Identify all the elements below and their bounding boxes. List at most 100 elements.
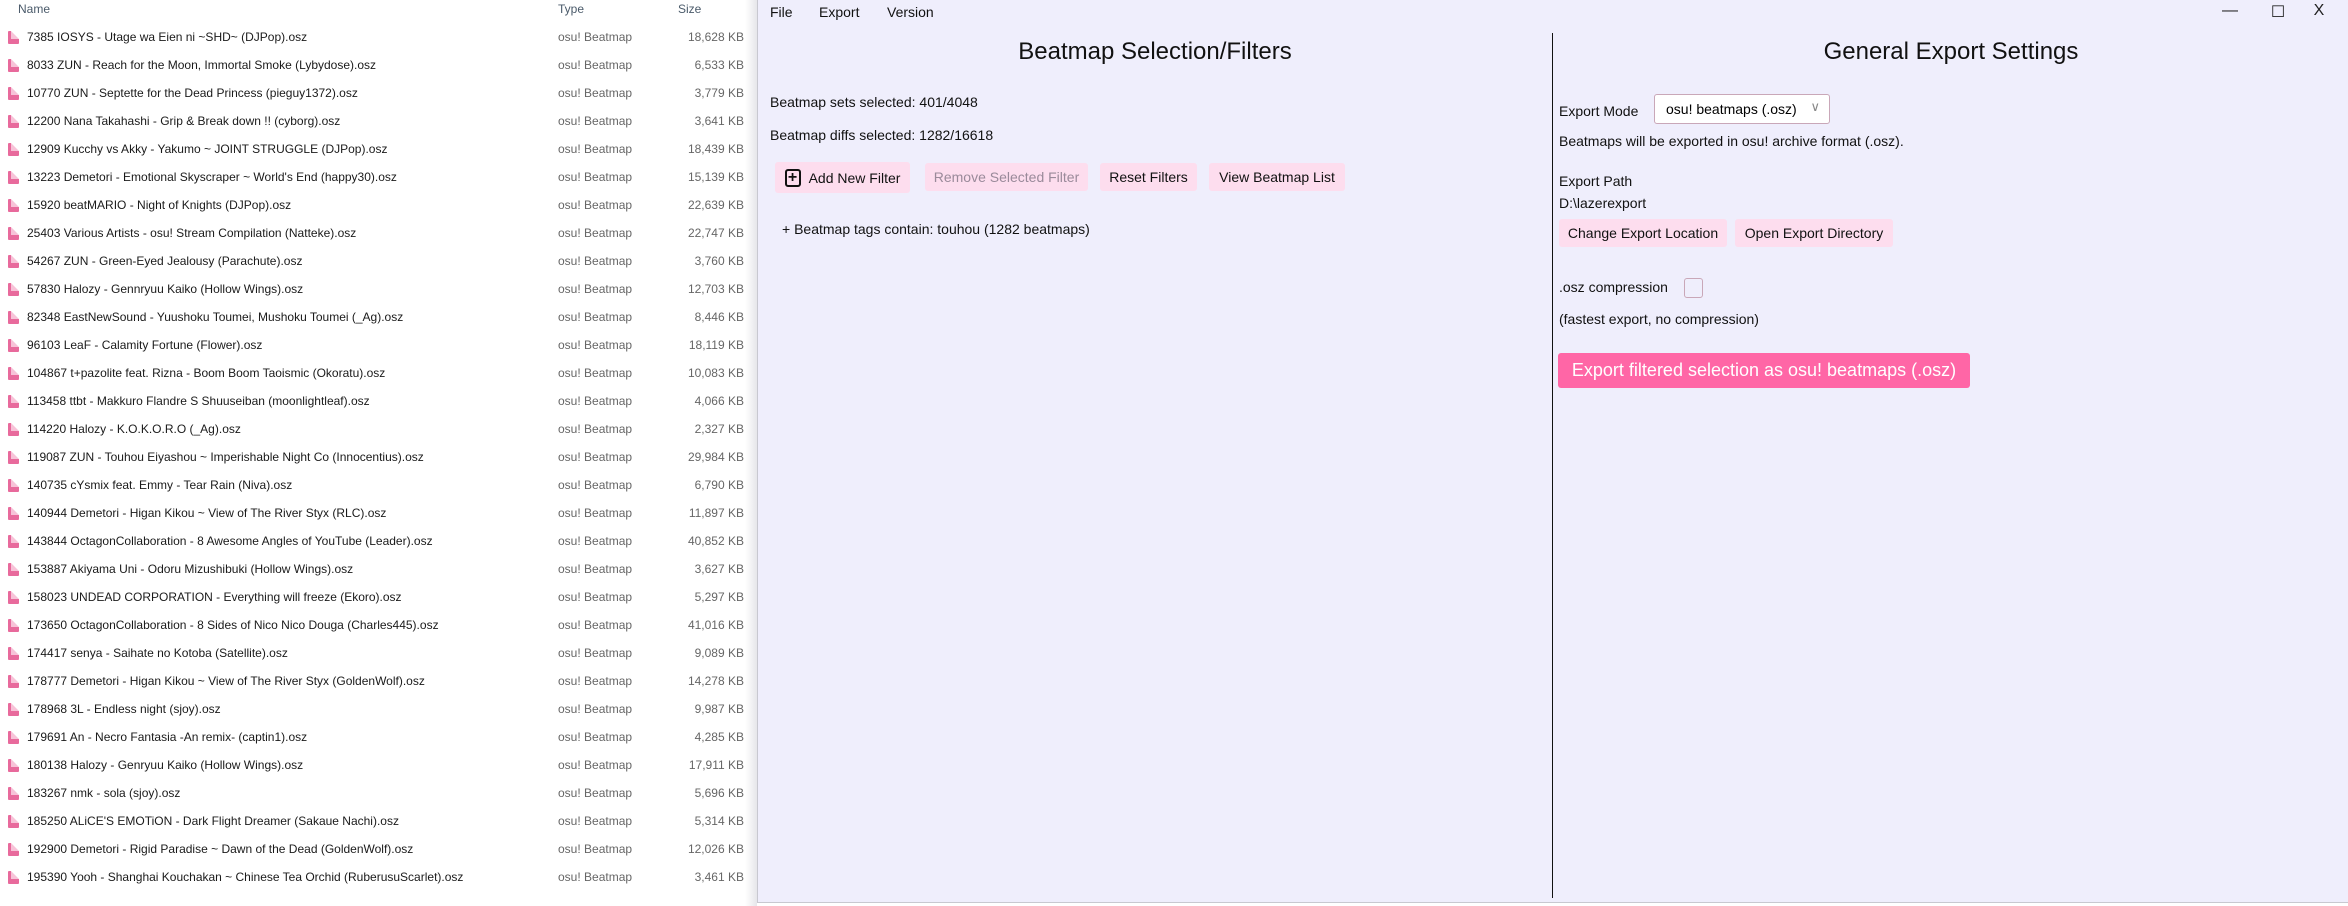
- osz-file-icon: [8, 703, 19, 716]
- file-type: osu! Beatmap: [558, 646, 633, 660]
- file-size: 29,984 KB: [687, 450, 744, 464]
- file-row[interactable]: 195390 Yooh - Shanghai Kouchakan ~ Chine…: [0, 864, 748, 892]
- file-name: 153887 Akiyama Uni - Odoru Mizushibuki (…: [27, 562, 354, 576]
- file-size: 41,016 KB: [687, 618, 744, 632]
- osz-file-icon: [8, 367, 19, 380]
- file-row[interactable]: 173650 OctagonCollaboration - 8 Sides of…: [0, 612, 748, 640]
- file-size: 9,987 KB: [694, 702, 744, 716]
- file-size: 3,627 KB: [694, 562, 744, 576]
- column-header-name[interactable]: Name: [18, 2, 51, 16]
- file-row[interactable]: 119087 ZUN - Touhou Eiyashou ~ Imperisha…: [0, 444, 748, 472]
- add-filter-label: Add New Filter: [808, 169, 901, 186]
- osz-file-icon: [8, 479, 19, 492]
- file-row[interactable]: 179691 An - Necro Fantasia -An remix- (c…: [0, 724, 748, 752]
- file-row[interactable]: 12909 Kucchy vs Akky - Yakumo ~ JOINT ST…: [0, 136, 748, 164]
- file-row[interactable]: 54267 ZUN - Green-Eyed Jealousy (Parachu…: [0, 248, 748, 276]
- osz-file-icon: [8, 731, 19, 744]
- file-type: osu! Beatmap: [558, 226, 633, 240]
- chevron-down-icon: ∨: [1810, 99, 1820, 114]
- file-row[interactable]: 143844 OctagonCollaboration - 8 Awesome …: [0, 528, 748, 556]
- file-type: osu! Beatmap: [558, 562, 633, 576]
- file-size: 9,089 KB: [694, 646, 744, 660]
- file-row[interactable]: 192900 Demetori - Rigid Paradise ~ Dawn …: [0, 836, 748, 864]
- maximize-icon[interactable]: ☐: [2270, 4, 2286, 21]
- file-type: osu! Beatmap: [558, 170, 633, 184]
- explorer-edge: [745, 0, 757, 906]
- file-row[interactable]: 140944 Demetori - Higan Kikou ~ View of …: [0, 500, 748, 528]
- file-row[interactable]: 114220 Halozy - K.O.K.O.R.O (_Ag).osz os…: [0, 416, 748, 444]
- file-type: osu! Beatmap: [558, 506, 633, 520]
- file-row[interactable]: 12200 Nana Takahashi - Grip & Break down…: [0, 108, 748, 136]
- column-header-size[interactable]: Size: [678, 2, 702, 16]
- file-row[interactable]: 174417 senya - Saihate no Kotoba (Satell…: [0, 640, 748, 668]
- osz-file-icon: [8, 507, 19, 520]
- file-type: osu! Beatmap: [558, 58, 633, 72]
- file-row[interactable]: 153887 Akiyama Uni - Odoru Mizushibuki (…: [0, 556, 748, 584]
- file-row[interactable]: 178777 Demetori - Higan Kikou ~ View of …: [0, 668, 748, 696]
- panel-divider: [1552, 33, 1553, 898]
- file-row[interactable]: 7385 IOSYS - Utage wa Eien ni ~SHD~ (DJP…: [0, 24, 748, 52]
- menu-export[interactable]: Export: [819, 4, 860, 20]
- compression-checkbox[interactable]: [1684, 278, 1703, 298]
- minimize-icon[interactable]: —: [2222, 2, 2238, 19]
- file-type: osu! Beatmap: [558, 310, 633, 324]
- close-icon[interactable]: X: [2313, 2, 2325, 19]
- file-row[interactable]: 82348 EastNewSound - Yuushoku Toumei, Mu…: [0, 304, 748, 332]
- filter-item[interactable]: + Beatmap tags contain: touhou (1282 bea…: [782, 221, 1090, 237]
- osz-file-icon: [8, 31, 19, 44]
- file-row[interactable]: 158023 UNDEAD CORPORATION - Everything w…: [0, 584, 748, 612]
- file-type: osu! Beatmap: [558, 394, 633, 408]
- menu-version[interactable]: Version: [887, 4, 934, 20]
- export-settings-title: General Export Settings: [1823, 38, 2079, 65]
- file-row[interactable]: 183267 nmk - sola (sjoy).osz osu! Beatma…: [0, 780, 748, 808]
- file-row[interactable]: 104867 t+pazolite feat. Rizna - Boom Boo…: [0, 360, 748, 388]
- file-row[interactable]: 8033 ZUN - Reach for the Moon, Immortal …: [0, 52, 748, 80]
- add-filter-button[interactable]: + Add New Filter: [775, 162, 910, 193]
- diffs-selected: Beatmap diffs selected: 1282/16618: [770, 127, 994, 143]
- selection-title: Beatmap Selection/Filters: [1018, 38, 1292, 65]
- open-export-directory-button[interactable]: Open Export Directory: [1735, 219, 1893, 247]
- file-size: 18,628 KB: [687, 30, 744, 44]
- file-row[interactable]: 57830 Halozy - Gennryuu Kaiko (Hollow Wi…: [0, 276, 748, 304]
- file-type: osu! Beatmap: [558, 814, 633, 828]
- file-name: 178777 Demetori - Higan Kikou ~ View of …: [27, 674, 425, 688]
- export-button[interactable]: Export filtered selection as osu! beatma…: [1558, 353, 1970, 388]
- file-row[interactable]: 180138 Halozy - Genryuu Kaiko (Hollow Wi…: [0, 752, 748, 780]
- file-size: 15,139 KB: [687, 170, 744, 184]
- osz-file-icon: [8, 87, 19, 100]
- file-row[interactable]: 15920 beatMARIO - Night of Knights (DJPo…: [0, 192, 748, 220]
- file-size: 3,760 KB: [694, 254, 744, 268]
- osz-file-icon: [8, 591, 19, 604]
- file-row[interactable]: 25403 Various Artists - osu! Stream Comp…: [0, 220, 748, 248]
- osz-file-icon: [8, 535, 19, 548]
- file-size: 18,119 KB: [688, 338, 744, 352]
- file-row[interactable]: 185250 ALiCE'S EMOTiON - Dark Flight Dre…: [0, 808, 748, 836]
- osz-file-icon: [8, 871, 19, 884]
- compression-description: (fastest export, no compression): [1559, 311, 1759, 327]
- file-name: 143844 OctagonCollaboration - 8 Awesome …: [27, 534, 433, 548]
- file-type: osu! Beatmap: [558, 842, 633, 856]
- column-header-type[interactable]: Type: [558, 2, 585, 16]
- file-size: 3,641 KB: [694, 114, 744, 128]
- file-type: osu! Beatmap: [558, 422, 633, 436]
- view-beatmap-list-button[interactable]: View Beatmap List: [1209, 163, 1345, 191]
- osz-file-icon: [8, 115, 19, 128]
- reset-filters-button[interactable]: Reset Filters: [1100, 163, 1197, 191]
- file-name: 179691 An - Necro Fantasia -An remix- (c…: [27, 730, 308, 744]
- file-row[interactable]: 113458 ttbt - Makkuro Flandre S Shuuseib…: [0, 388, 748, 416]
- file-row[interactable]: 10770 ZUN - Septette for the Dead Prince…: [0, 80, 748, 108]
- file-row[interactable]: 140735 cYsmix feat. Emmy - Tear Rain (Ni…: [0, 472, 748, 500]
- file-name: 104867 t+pazolite feat. Rizna - Boom Boo…: [27, 366, 386, 380]
- remove-filter-button[interactable]: Remove Selected Filter: [925, 163, 1088, 191]
- export-mode-dropdown[interactable]: osu! beatmaps (.osz) ∨: [1654, 94, 1830, 124]
- file-row[interactable]: 178968 3L - Endless night (sjoy).osz osu…: [0, 696, 748, 724]
- file-row[interactable]: 96103 LeaF - Calamity Fortune (Flower).o…: [0, 332, 748, 360]
- file-row[interactable]: 13223 Demetori - Emotional Skyscraper ~ …: [0, 164, 748, 192]
- osz-file-icon: [8, 451, 19, 464]
- change-export-location-button[interactable]: Change Export Location: [1559, 219, 1727, 247]
- osz-file-icon: [8, 283, 19, 296]
- osz-file-icon: [8, 675, 19, 688]
- file-type: osu! Beatmap: [558, 114, 633, 128]
- file-size: 10,083 KB: [687, 366, 744, 380]
- menu-file[interactable]: File: [770, 4, 793, 20]
